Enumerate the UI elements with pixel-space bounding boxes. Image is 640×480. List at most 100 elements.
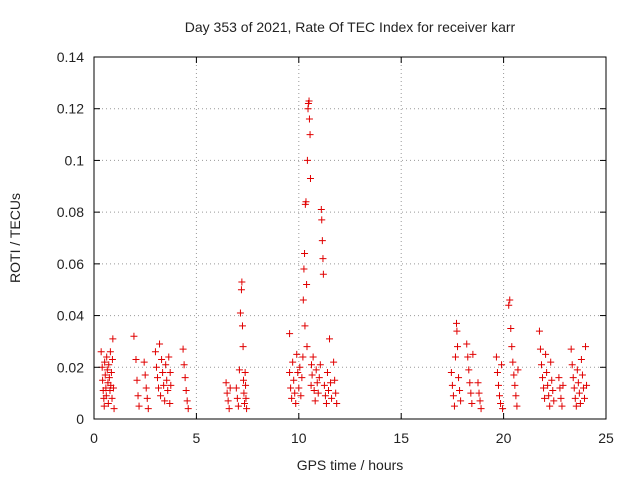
y-tick-label: 0 xyxy=(76,411,84,427)
data-point xyxy=(312,366,320,374)
data-point xyxy=(475,389,483,397)
data-point xyxy=(540,384,548,392)
data-point xyxy=(109,335,117,343)
data-point xyxy=(493,368,501,376)
data-point xyxy=(307,361,315,369)
x-tick-label: 10 xyxy=(291,430,307,446)
data-point xyxy=(303,281,311,289)
data-point xyxy=(558,402,566,410)
data-point xyxy=(576,399,584,407)
data-point xyxy=(164,387,172,395)
data-point xyxy=(238,322,246,330)
data-point xyxy=(153,374,161,382)
data-point xyxy=(548,376,556,384)
data-point xyxy=(457,397,465,405)
data-point xyxy=(298,374,306,382)
data-point xyxy=(544,381,552,389)
data-point xyxy=(305,115,313,123)
data-point xyxy=(309,353,317,361)
data-point xyxy=(102,384,110,392)
data-point xyxy=(448,381,456,389)
data-point xyxy=(547,358,555,366)
data-point xyxy=(497,399,505,407)
data-point xyxy=(108,394,116,402)
data-point xyxy=(303,156,311,164)
y-tick-label: 0.02 xyxy=(57,359,84,375)
data-point xyxy=(310,387,318,395)
data-point xyxy=(299,296,307,304)
data-point xyxy=(103,353,111,361)
data-point xyxy=(152,363,160,371)
x-tick-label: 5 xyxy=(193,430,201,446)
data-point xyxy=(499,405,507,413)
data-point xyxy=(463,340,471,348)
data-point xyxy=(286,368,294,376)
data-point xyxy=(181,374,189,382)
data-point xyxy=(511,381,519,389)
data-point xyxy=(465,366,473,374)
data-point xyxy=(291,389,299,397)
data-point xyxy=(293,350,301,358)
data-point xyxy=(323,368,331,376)
data-point xyxy=(326,335,334,343)
data-point xyxy=(494,381,502,389)
data-point xyxy=(242,381,250,389)
y-tick-label: 0.14 xyxy=(57,49,84,65)
data-point xyxy=(582,343,590,351)
data-point xyxy=(240,376,248,384)
data-point xyxy=(332,389,340,397)
data-point xyxy=(288,394,296,402)
data-point xyxy=(143,394,151,402)
data-point xyxy=(300,265,308,273)
data-point xyxy=(237,286,245,294)
data-point xyxy=(319,255,327,263)
data-point xyxy=(160,381,168,389)
data-point xyxy=(134,392,142,400)
data-point xyxy=(477,405,485,413)
data-point xyxy=(184,405,192,413)
data-point xyxy=(308,371,316,379)
data-point xyxy=(447,368,455,376)
data-point xyxy=(453,327,461,335)
data-point xyxy=(464,353,472,361)
data-point xyxy=(454,343,462,351)
data-point xyxy=(151,348,159,356)
data-point xyxy=(99,376,107,384)
x-tick-label: 20 xyxy=(496,430,512,446)
x-axis-label: GPS time / hours xyxy=(297,457,404,473)
data-point xyxy=(110,405,118,413)
data-point xyxy=(142,384,150,392)
chart-title: Day 353 of 2021, Rate Of TEC Index for r… xyxy=(185,19,516,35)
data-point xyxy=(292,399,300,407)
data-point xyxy=(549,387,557,395)
data-point xyxy=(492,353,500,361)
data-point xyxy=(570,384,578,392)
data-point xyxy=(155,384,163,392)
data-point xyxy=(317,206,325,214)
data-point xyxy=(103,366,111,374)
data-point xyxy=(299,353,307,361)
data-point xyxy=(296,363,304,371)
data-point xyxy=(314,389,322,397)
data-point xyxy=(108,356,116,364)
data-point xyxy=(541,394,549,402)
data-point xyxy=(180,361,188,369)
data-point xyxy=(303,343,311,351)
data-point xyxy=(537,361,545,369)
data-point xyxy=(318,237,326,245)
data-point xyxy=(496,392,504,400)
data-point xyxy=(243,405,251,413)
data-point xyxy=(318,216,326,224)
data-point xyxy=(319,270,327,278)
data-point xyxy=(97,348,105,356)
data-point xyxy=(583,381,591,389)
data-point xyxy=(101,371,109,379)
data-point xyxy=(226,384,234,392)
data-point xyxy=(106,348,114,356)
data-point xyxy=(506,296,514,304)
data-point xyxy=(305,97,313,105)
y-tick-label: 0.04 xyxy=(57,308,84,324)
data-point xyxy=(286,330,294,338)
data-point xyxy=(105,374,113,382)
